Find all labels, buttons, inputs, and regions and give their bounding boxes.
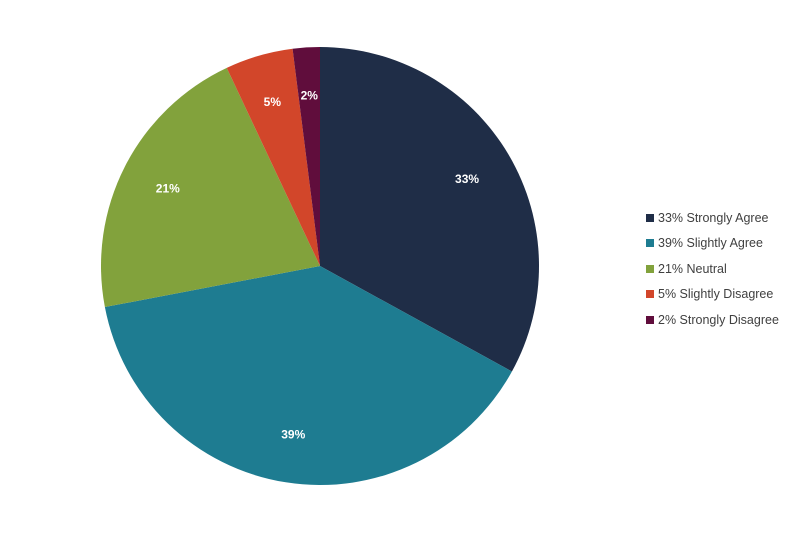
pie-slice-strongly-disagree <box>292 47 320 266</box>
data-label-strongly-agree: 33% <box>455 172 479 186</box>
pie-slices <box>100 47 539 486</box>
legend-swatch <box>646 315 654 324</box>
pie-slice-slightly-agree <box>104 266 512 486</box>
pie-slice-slightly-disagree <box>226 48 320 266</box>
legend-label: 33% Strongly Agree <box>658 210 769 225</box>
legend-item-slightly-agree: 39% Slightly Agree <box>646 231 796 257</box>
data-label-slightly-disagree: 5% <box>264 95 282 109</box>
pie-data-labels: 33% 39% 21% 5% 2% <box>156 89 480 442</box>
legend-label: 39% Slightly Agree <box>658 236 763 251</box>
legend-item-strongly-disagree: 2% Strongly Disagree <box>646 307 796 333</box>
legend-swatch <box>646 213 654 222</box>
data-label-slightly-agree: 39% <box>281 428 305 442</box>
data-label-strongly-disagree: 2% <box>301 89 319 103</box>
legend-label: 21% Neutral <box>658 261 727 276</box>
pie-slice-strongly-agree <box>320 47 539 372</box>
data-label-neutral: 21% <box>156 181 180 195</box>
legend-item-slightly-disagree: 5% Slightly Disagree <box>646 282 796 308</box>
legend-swatch <box>646 290 654 299</box>
legend-label: 2% Strongly Disagree <box>658 312 779 327</box>
legend-item-strongly-agree: 33% Strongly Agree <box>646 205 796 231</box>
legend-item-neutral: 21% Neutral <box>646 256 796 282</box>
chart-legend: 33% Strongly Agree 39% Slightly Agree 21% … <box>646 205 796 333</box>
legend-label: 5% Slightly Disagree <box>658 287 774 302</box>
legend-swatch <box>646 264 654 273</box>
legend-swatch <box>646 239 654 248</box>
pie-slice-neutral <box>100 67 320 308</box>
